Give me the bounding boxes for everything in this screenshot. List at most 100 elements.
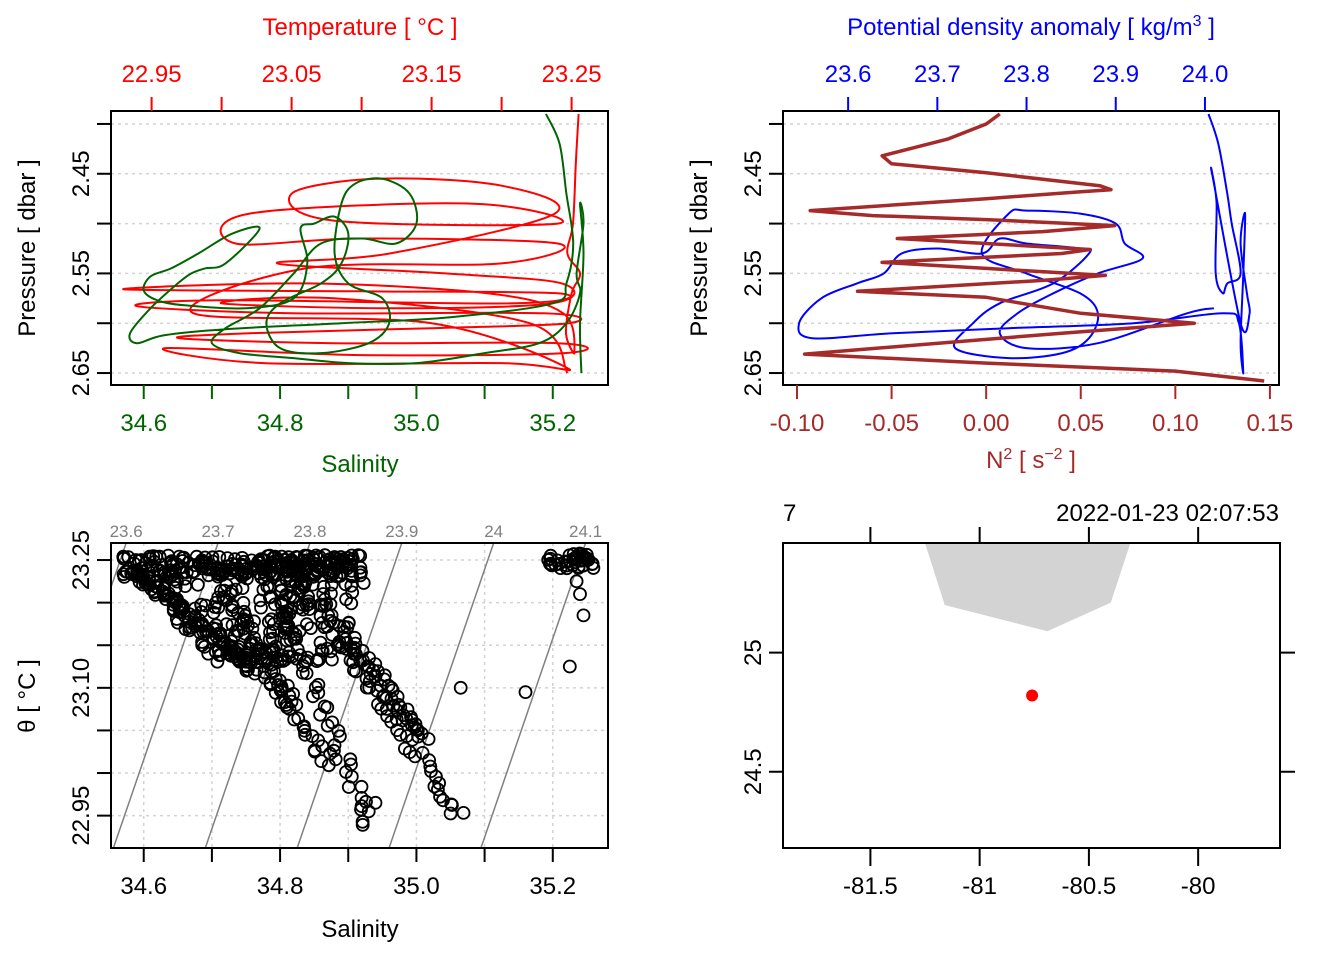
p1-lines bbox=[122, 113, 589, 374]
ts-point bbox=[284, 553, 299, 567]
ts-point bbox=[366, 663, 381, 678]
map-station-label: 7 bbox=[783, 500, 796, 527]
ts-point bbox=[311, 677, 326, 692]
x-tick-label: -0.10 bbox=[770, 410, 825, 437]
salinity-line bbox=[128, 113, 585, 374]
top-tick-label: 23.7 bbox=[914, 61, 961, 88]
x-tick-label: 35.2 bbox=[529, 873, 576, 900]
ts-point bbox=[303, 621, 318, 635]
ts-point bbox=[142, 578, 157, 593]
y-tick-label: 2.45 bbox=[740, 150, 767, 197]
ts-point bbox=[291, 581, 306, 595]
p1-salinity-axis: 34.6 34.8 35.0 35.2 bbox=[120, 385, 576, 437]
ts-point bbox=[411, 729, 426, 744]
isopycnal-label: 24 bbox=[484, 522, 503, 541]
ts-point bbox=[116, 551, 131, 566]
ts-point bbox=[328, 752, 343, 767]
lon-tick-label: -81 bbox=[962, 873, 997, 900]
ts-point bbox=[201, 624, 216, 638]
ts-point bbox=[212, 550, 227, 564]
ts-point bbox=[253, 593, 268, 608]
ts-point bbox=[254, 600, 268, 615]
ts-point bbox=[338, 577, 353, 592]
ts-point bbox=[427, 779, 442, 794]
ts-point bbox=[276, 594, 291, 609]
ts-point bbox=[194, 597, 209, 612]
ts-point bbox=[216, 590, 231, 605]
ts-point bbox=[430, 782, 445, 797]
ts-point bbox=[314, 643, 329, 658]
p2-lines bbox=[797, 112, 1265, 383]
ts-point bbox=[187, 564, 202, 579]
y-tick-label: 2.45 bbox=[68, 150, 95, 197]
isopycnal-label: 24.1 bbox=[569, 522, 602, 541]
top-tick-label: 23.9 bbox=[1092, 61, 1139, 88]
p2-bottom-axis-label: N2 [ s−2 ] bbox=[986, 446, 1076, 474]
ts-point bbox=[242, 654, 257, 669]
ts-point bbox=[423, 759, 438, 774]
ts-point bbox=[216, 637, 231, 651]
x-tick-label: 35.2 bbox=[529, 410, 576, 437]
ts-point bbox=[354, 779, 369, 794]
y-tick-label: 23.25 bbox=[68, 530, 95, 590]
ts-point bbox=[312, 598, 327, 612]
ts-point bbox=[167, 572, 182, 587]
p1-frame bbox=[110, 110, 609, 386]
ts-point bbox=[306, 689, 320, 704]
ts-point bbox=[190, 577, 205, 592]
ts-point bbox=[235, 581, 250, 595]
ts-point bbox=[568, 555, 583, 569]
ts-point bbox=[210, 654, 225, 669]
top-tick-label: 22.95 bbox=[122, 61, 182, 88]
y-tick-label: 2.55 bbox=[740, 250, 767, 297]
x-tick-label: 34.8 bbox=[257, 410, 304, 437]
ts-point bbox=[283, 632, 298, 647]
y-tick-label: 2.65 bbox=[68, 350, 95, 397]
x-tick-label: -0.05 bbox=[864, 410, 919, 437]
ts-point bbox=[428, 769, 443, 784]
ts-point bbox=[229, 561, 244, 576]
ts-point bbox=[433, 789, 448, 804]
ts-point bbox=[444, 797, 459, 812]
panel-ts-diagram: 23.6 23.7 23.8 23.9 24 24.1 34.6 34.8 35.0 35.2 … bbox=[14, 522, 609, 943]
ts-point bbox=[297, 548, 312, 563]
ts-point bbox=[166, 567, 181, 582]
ts-point bbox=[573, 587, 587, 601]
ts-point bbox=[408, 749, 422, 764]
p1-y-axis-label: Pressure [ dbar ] bbox=[14, 159, 41, 336]
ts-point bbox=[262, 632, 277, 647]
ts-point bbox=[289, 697, 304, 712]
p3-frame bbox=[110, 542, 609, 849]
ts-point bbox=[275, 605, 290, 620]
panel-temperature-salinity-profile: 2.452.552.65 22.95 23.05 23.15 23.25 34.6 34… bbox=[14, 14, 609, 478]
y-tick-label: 2.65 bbox=[740, 350, 767, 397]
ts-point bbox=[287, 712, 302, 727]
ts-point bbox=[340, 557, 355, 572]
ts-point bbox=[393, 728, 408, 742]
ts-point bbox=[178, 571, 192, 586]
station-marker[interactable] bbox=[1026, 689, 1039, 702]
ts-point bbox=[320, 718, 335, 733]
ts-point bbox=[393, 700, 408, 715]
ts-point bbox=[361, 804, 376, 819]
p3-x-axis: 34.6 34.8 35.0 35.2 bbox=[120, 848, 576, 900]
p2-y-axis-label: Pressure [ dbar ] bbox=[686, 159, 713, 336]
p1-bottom-axis-label: Salinity bbox=[321, 451, 398, 478]
lon-tick-label: -80.5 bbox=[1062, 873, 1117, 900]
ts-point bbox=[265, 551, 280, 566]
isopycnal-label: 23.9 bbox=[385, 522, 418, 541]
ts-point bbox=[569, 574, 584, 589]
ts-point bbox=[170, 574, 184, 589]
ts-point bbox=[576, 608, 591, 623]
p1-y-axis: 2.45 2.55 2.65 bbox=[68, 122, 111, 397]
ts-point bbox=[456, 806, 471, 820]
ts-point bbox=[262, 548, 277, 563]
ts-point bbox=[275, 648, 290, 663]
ts-point bbox=[299, 666, 314, 681]
land-polygon bbox=[925, 543, 1131, 632]
ts-point bbox=[340, 550, 355, 565]
density-line bbox=[797, 113, 1251, 375]
ts-point bbox=[443, 806, 458, 821]
panel-station-map: -81.5 -81 -80.5 -80 24.5 25 7 2022-01-23 02:… bbox=[740, 500, 1295, 900]
